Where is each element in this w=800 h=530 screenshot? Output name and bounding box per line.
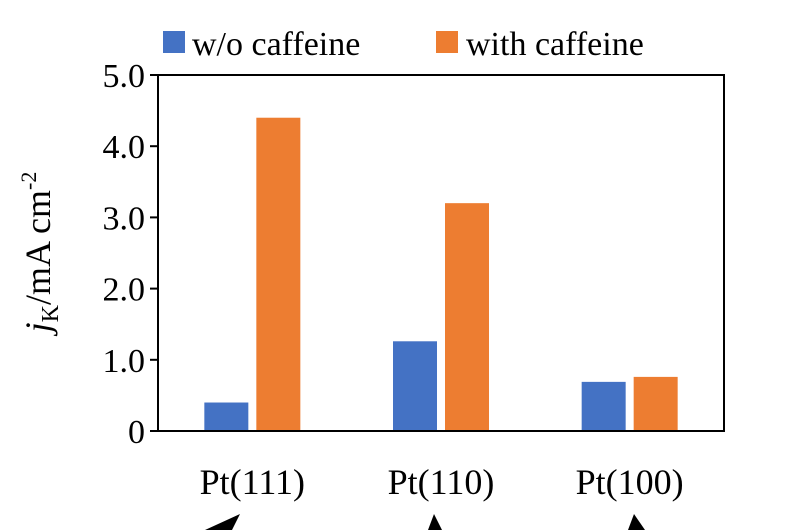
legend: w/o caffeine with caffeine (163, 26, 644, 63)
y-axis-label-sup: -2 (16, 172, 41, 190)
arrow-right (628, 514, 645, 530)
y-axis-label-sub: K (38, 304, 64, 322)
bar-wo-caffeine-1 (393, 341, 437, 431)
bar-wo-caffeine-0 (204, 402, 249, 431)
y-tick-label: 0 (128, 414, 145, 451)
x-axis-labels: Pt(111) Pt(110) Pt(100) (200, 462, 684, 502)
bar-wo-caffeine-2 (581, 381, 626, 431)
y-tick-label: 2.0 (103, 272, 146, 309)
legend-swatch-with-caffeine (436, 31, 458, 53)
y-tick-label: 1.0 (103, 343, 146, 380)
y-tick-label: 3.0 (103, 200, 146, 237)
bar-with-caffeine-0 (256, 117, 301, 431)
arrow-left (205, 514, 240, 530)
bar-with-caffeine-1 (445, 203, 489, 431)
legend-swatch-wo-caffeine (163, 31, 185, 53)
x-category-label: Pt(110) (388, 462, 495, 502)
bottom-arrows (205, 514, 645, 530)
y-axis-ticks: 0 1.0 2.0 3.0 4.0 5.0 (103, 58, 158, 451)
legend-label-with-caffeine: with caffeine (466, 26, 644, 63)
bar-with-caffeine-2 (633, 376, 678, 431)
x-category-label: Pt(100) (576, 462, 684, 502)
y-axis-label: jK/mA cm-2 (16, 172, 64, 337)
bars (204, 117, 678, 431)
plot-frame (157, 74, 725, 432)
arrow-middle (428, 514, 442, 530)
x-category-label: Pt(111) (200, 462, 305, 502)
y-tick-label: 4.0 (103, 129, 146, 166)
y-axis-label-main: j (18, 322, 58, 336)
legend-label-wo-caffeine: w/o caffeine (192, 26, 360, 63)
y-tick-label: 5.0 (103, 58, 146, 95)
y-axis-label-rest: /mA cm (18, 190, 58, 305)
